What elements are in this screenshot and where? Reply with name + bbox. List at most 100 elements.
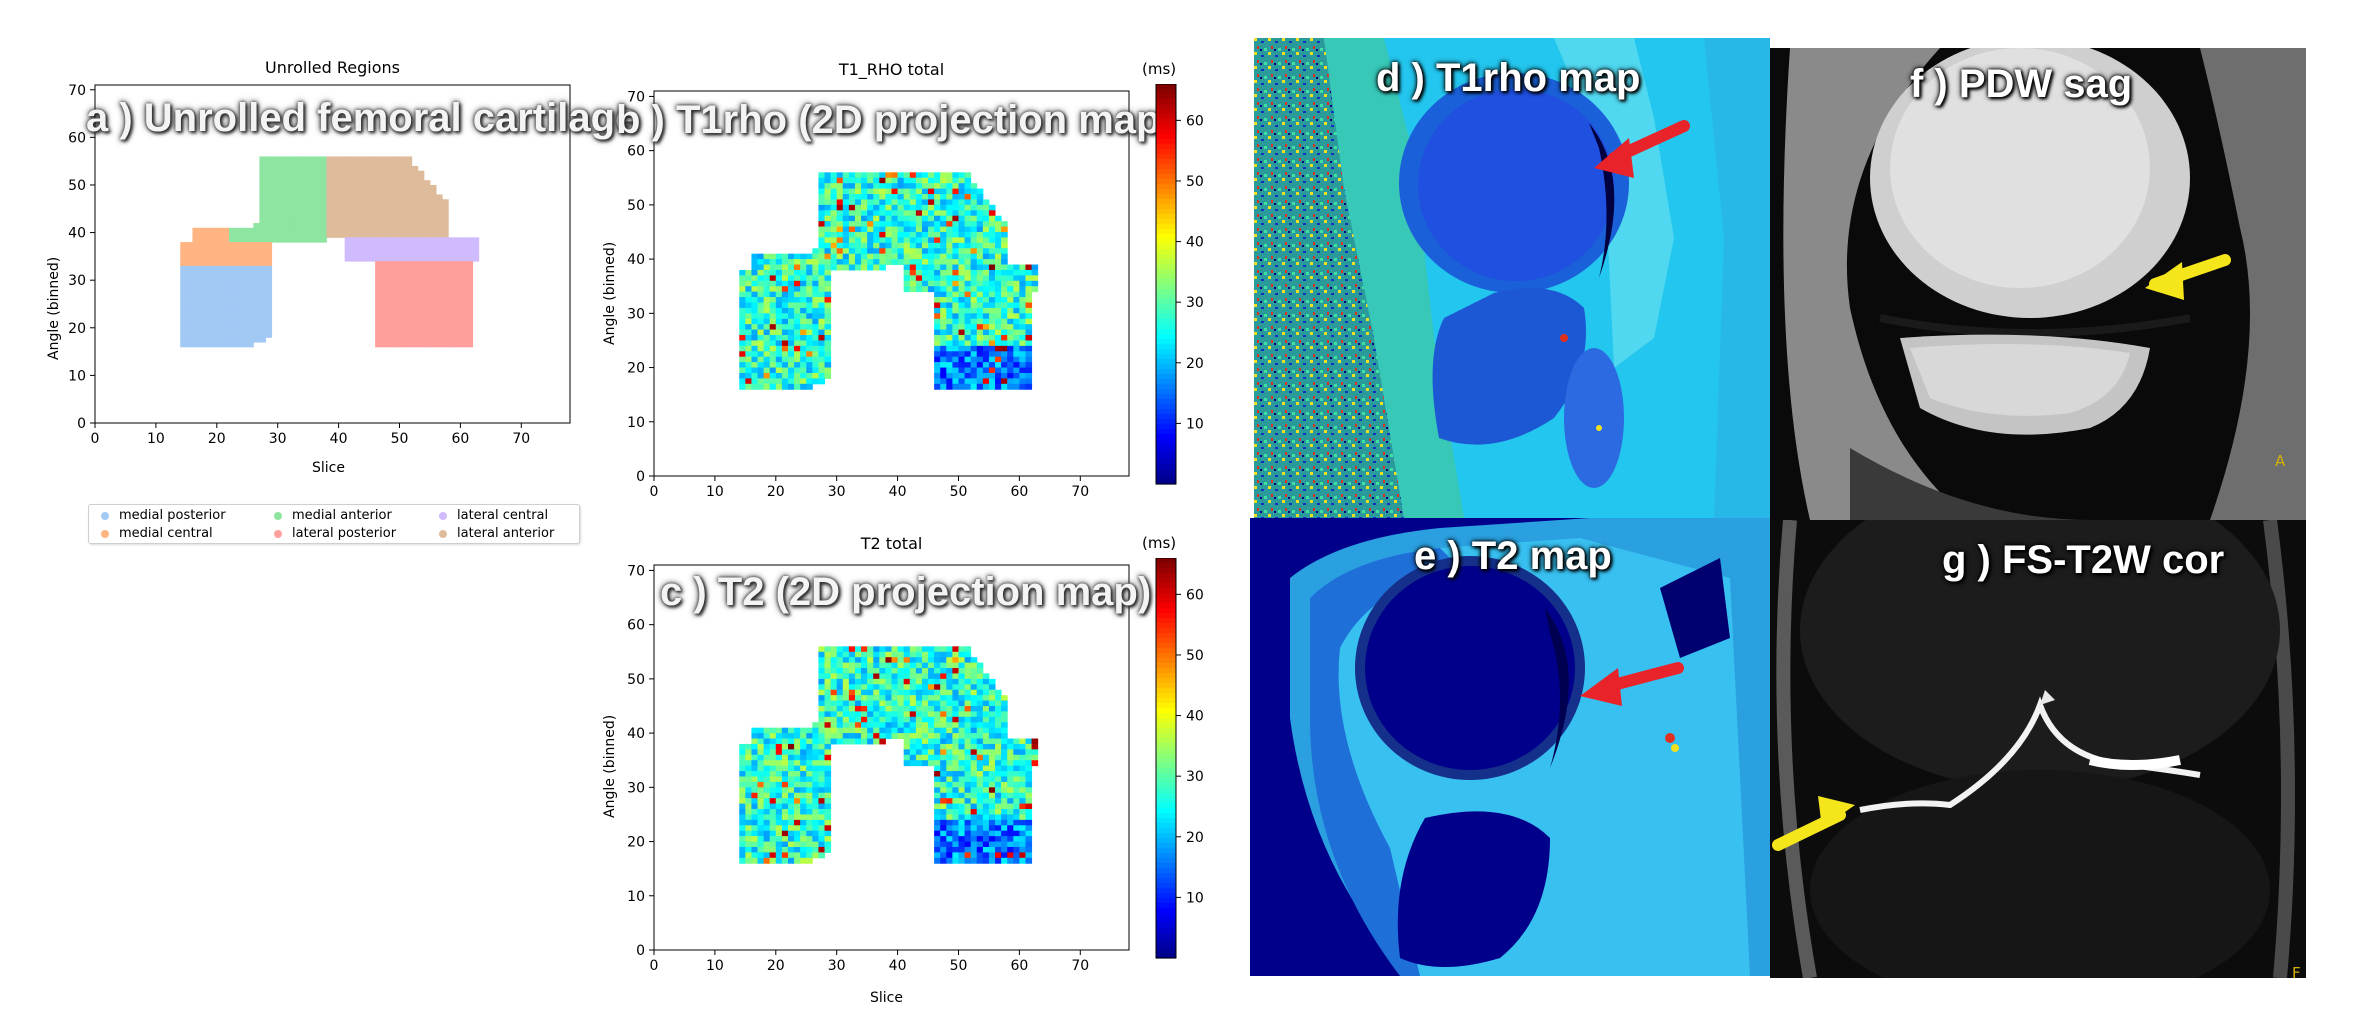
map-cell bbox=[952, 172, 959, 179]
map-cell bbox=[982, 199, 990, 206]
map-cell bbox=[751, 803, 759, 810]
map-cell bbox=[934, 351, 941, 358]
map-cell bbox=[995, 716, 1002, 723]
region-cell bbox=[198, 270, 206, 276]
region-cell bbox=[460, 323, 467, 329]
map-cell bbox=[830, 684, 838, 691]
map-cell bbox=[952, 705, 959, 712]
region-cell bbox=[393, 204, 400, 210]
map-cell bbox=[781, 329, 789, 336]
map-cell bbox=[952, 340, 959, 347]
map-cell bbox=[1001, 798, 1008, 805]
map-cell bbox=[921, 177, 929, 184]
map-cell bbox=[781, 313, 789, 320]
region-cell bbox=[265, 332, 273, 338]
region-cell bbox=[259, 270, 267, 276]
map-cell bbox=[879, 733, 886, 740]
map-cell bbox=[970, 356, 978, 363]
map-cell bbox=[824, 695, 832, 702]
map-cell bbox=[909, 280, 917, 287]
region-cell bbox=[405, 170, 413, 176]
region-cell bbox=[399, 308, 407, 315]
map-cell bbox=[861, 172, 868, 179]
map-cell bbox=[794, 765, 801, 772]
map-cell bbox=[928, 705, 935, 712]
map-cell bbox=[934, 689, 941, 696]
map-cell bbox=[824, 771, 832, 777]
map-cell bbox=[940, 700, 947, 707]
region-cell bbox=[399, 199, 407, 205]
map-cell bbox=[848, 259, 856, 266]
map-cell bbox=[1013, 798, 1020, 805]
map-cell bbox=[794, 819, 801, 826]
region-cell bbox=[180, 318, 187, 324]
region-cell bbox=[326, 204, 333, 210]
region-cell bbox=[216, 323, 224, 329]
map-cell bbox=[818, 372, 826, 379]
region-cell bbox=[405, 294, 413, 300]
region-cell bbox=[253, 246, 260, 253]
map-cell bbox=[824, 313, 832, 320]
map-cell bbox=[806, 809, 813, 815]
map-cell bbox=[909, 760, 917, 767]
region-cell bbox=[326, 161, 333, 167]
region-cell bbox=[375, 218, 382, 224]
region-cell bbox=[429, 337, 437, 343]
map-cell bbox=[787, 280, 795, 287]
colorbar-segment bbox=[1156, 613, 1176, 619]
region-cell bbox=[259, 284, 267, 291]
map-cell bbox=[1013, 362, 1020, 369]
map-cell bbox=[757, 291, 765, 298]
map-cell bbox=[970, 302, 978, 309]
colorbar-segment bbox=[1156, 119, 1176, 125]
map-cell bbox=[921, 716, 929, 723]
map-cell bbox=[867, 678, 874, 685]
region-cell bbox=[192, 308, 200, 315]
region-cell bbox=[381, 294, 388, 300]
map-cell bbox=[812, 781, 819, 788]
region-cell bbox=[369, 189, 376, 195]
region-cell bbox=[405, 189, 413, 195]
map-cell bbox=[800, 852, 807, 859]
map-cell bbox=[775, 253, 783, 260]
map-cell bbox=[952, 657, 959, 664]
map-cell bbox=[988, 280, 996, 287]
colorbar-segment bbox=[1156, 658, 1176, 664]
map-cell bbox=[1019, 841, 1026, 848]
region-cell bbox=[259, 223, 267, 229]
map-cell bbox=[787, 307, 795, 314]
map-cell bbox=[928, 727, 935, 734]
map-cell bbox=[794, 280, 801, 287]
region-cell bbox=[216, 265, 224, 272]
colorbar-segment bbox=[1156, 209, 1176, 215]
map-cell bbox=[909, 226, 917, 233]
map-cell bbox=[946, 215, 953, 222]
map-cell bbox=[995, 722, 1002, 729]
map-cell bbox=[1025, 765, 1033, 772]
map-cell bbox=[964, 841, 972, 848]
map-cell bbox=[830, 264, 838, 271]
region-cell bbox=[289, 194, 297, 200]
map-cell bbox=[958, 678, 966, 685]
region-cell bbox=[417, 337, 425, 343]
map-cell bbox=[757, 825, 765, 832]
region-cell bbox=[436, 308, 443, 315]
map-cell bbox=[946, 657, 953, 664]
map-cell bbox=[812, 836, 819, 843]
map-cell bbox=[940, 329, 947, 336]
map-cell bbox=[806, 776, 813, 783]
map-cell bbox=[1013, 318, 1020, 325]
map-cell bbox=[921, 286, 929, 293]
map-cell bbox=[757, 362, 765, 369]
map-cell bbox=[830, 237, 838, 244]
region-cell bbox=[271, 180, 279, 186]
region-cell bbox=[295, 184, 303, 191]
region-cell bbox=[387, 275, 394, 281]
region-cell bbox=[356, 175, 364, 181]
map-cell bbox=[952, 231, 959, 238]
map-cell bbox=[946, 846, 953, 853]
map-cell bbox=[946, 356, 953, 363]
map-cell bbox=[800, 302, 807, 309]
region-cell bbox=[192, 256, 200, 262]
map-cell bbox=[800, 743, 807, 750]
